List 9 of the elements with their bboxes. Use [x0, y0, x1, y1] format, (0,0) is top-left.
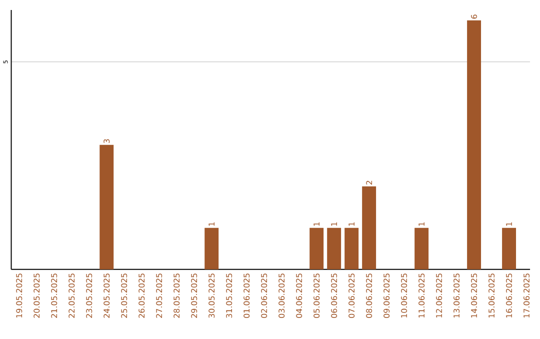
bar [467, 20, 482, 270]
bar [344, 228, 359, 270]
bar [414, 228, 429, 270]
bar [327, 228, 342, 270]
bar [100, 144, 114, 270]
bar [310, 228, 324, 270]
bar [362, 186, 376, 270]
bar [204, 228, 219, 270]
bar [502, 228, 516, 270]
